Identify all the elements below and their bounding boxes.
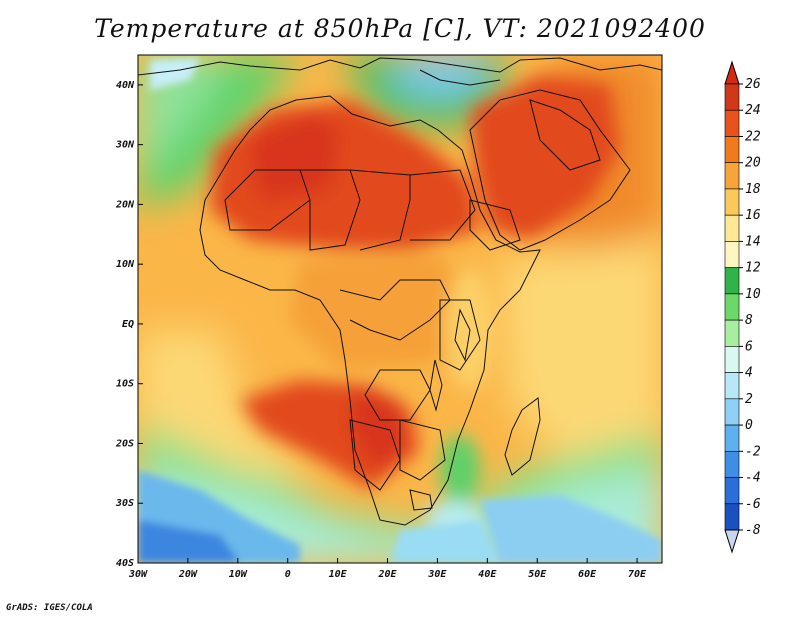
colorbar-swatch [724, 503, 740, 531]
colorbar-label: 24 [745, 103, 761, 118]
coastlines [138, 57, 662, 526]
colorbar-swatch [724, 83, 740, 111]
colorbar-label: -4 [745, 471, 761, 486]
y-tick-label: 40S [116, 558, 134, 569]
colorbar-swatch [724, 241, 740, 268]
y-tick-label: 40N [116, 80, 135, 91]
colorbar-swatch [724, 477, 740, 505]
colorbar-label: 12 [745, 261, 761, 276]
colorbar-swatch [724, 188, 740, 216]
colorbar-label: 10 [745, 287, 761, 302]
colorbar-swatch [724, 450, 740, 478]
temperature-field [138, 55, 662, 563]
colorbar-swatch [724, 214, 740, 242]
colorbar-label: 20 [745, 156, 761, 171]
x-tick-label: 10W [229, 569, 248, 580]
credit-text: GrADS: IGES/COLA [6, 603, 93, 613]
colorbar-label: 4 [745, 366, 753, 381]
colorbar-swatch [724, 319, 740, 347]
colorbar-label: -2 [745, 444, 761, 459]
y-axis: 40N 30N 20N 10N EQ 10S 20S 30S 40S [115, 80, 143, 569]
y-tick-label: 30S [115, 498, 134, 509]
colorbar-swatch [724, 372, 740, 400]
colorbar-label: 18 [745, 182, 761, 197]
colorbar-swatch [724, 162, 740, 190]
x-tick-label: 70E [628, 569, 647, 580]
x-tick-label: 50E [528, 569, 547, 580]
x-tick-label: 0 [285, 569, 291, 580]
colorbar-label: 22 [745, 129, 761, 144]
x-tick-label: 10E [329, 569, 348, 580]
colorbar-swatch [724, 346, 740, 373]
y-tick-label: 20S [115, 438, 134, 449]
map-frame [137, 54, 663, 564]
colorbar-swatch [724, 293, 740, 321]
colorbar-top-arrow [724, 60, 740, 85]
y-tick-label: 30N [115, 140, 135, 151]
map-title: Temperature at 850hPa [C], VT: 202109240… [94, 14, 706, 43]
colorbar-label: 8 [745, 313, 753, 328]
y-tick-label: 10N [116, 259, 135, 270]
x-tick-label: 40E [478, 569, 497, 580]
colorbar-swatch [724, 109, 740, 137]
colorbar-swatch [724, 398, 740, 426]
colorbar-bottom-arrow [724, 529, 740, 554]
colorbar-label: 16 [745, 208, 761, 223]
colorbar-label: 14 [745, 234, 761, 249]
x-axis: 30W 20W 10W 0 10E 20E 30E 40E 50E 60E 70E [128, 558, 647, 580]
y-tick-label: 20N [115, 199, 135, 210]
x-tick-label: 20W [178, 569, 198, 580]
y-tick-label: 10S [116, 379, 134, 390]
colorbar-label: -8 [745, 523, 761, 538]
colorbar-swatch [724, 424, 740, 452]
colorbar-label: 2 [745, 392, 753, 407]
x-tick-label: 30W [128, 569, 148, 580]
colorbar-label: -6 [745, 497, 761, 512]
colorbar-swatch [724, 136, 740, 164]
colorbar-swatch [724, 267, 740, 295]
colorbar-label: 26 [745, 77, 761, 92]
colorbar-label: 0 [745, 418, 753, 433]
colorbar-label: 6 [745, 339, 753, 354]
x-tick-label: 20E [377, 569, 397, 580]
x-tick-label: 60E [578, 569, 597, 580]
y-tick-label: EQ [122, 319, 134, 330]
x-tick-label: 30E [427, 569, 447, 580]
